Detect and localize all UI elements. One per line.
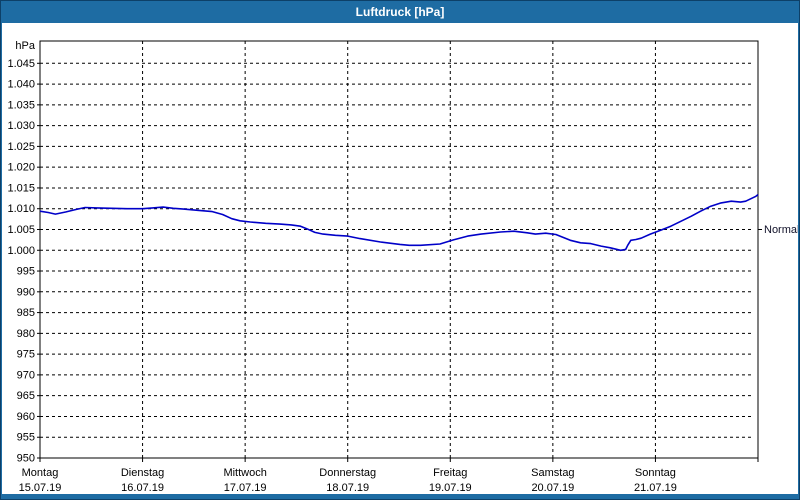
y-axis-unit-label: hPa <box>15 40 35 52</box>
x-day-label: Dienstag <box>121 467 164 479</box>
y-tick-label: 1.000 <box>7 245 35 257</box>
y-tick-label: 1.015 <box>7 182 35 194</box>
y-tick-label: 985 <box>17 307 35 319</box>
x-day-label: Freitag <box>433 467 467 479</box>
y-tick-label: 950 <box>17 453 35 465</box>
y-tick-label: 975 <box>17 349 35 361</box>
y-tick-label: 1.020 <box>7 162 35 174</box>
x-day-label: Samstag <box>531 467 574 479</box>
y-tick-label: 1.040 <box>7 79 35 91</box>
y-tick-label: 1.005 <box>7 224 35 236</box>
x-day-label: Sonntag <box>635 467 676 479</box>
chart-area: hPa 1.045 1.040 1.035 1.030 1.025 1.020 1.015 1.… <box>2 23 798 494</box>
pressure-chart: hPa 1.045 1.040 1.035 1.030 1.025 1.020 1.015 1.… <box>7 40 798 494</box>
x-date-label: 16.07.19 <box>121 482 164 494</box>
x-date-label: 15.07.19 <box>19 482 62 494</box>
y-tick-label: 980 <box>17 328 35 340</box>
normal-marker-label: Normal <box>764 224 798 236</box>
x-date-label: 18.07.19 <box>326 482 369 494</box>
y-tick-label: 970 <box>17 369 35 381</box>
y-tick-label: 965 <box>17 390 35 402</box>
x-date-label: 21.07.19 <box>634 482 677 494</box>
y-tick-label: 1.010 <box>7 203 35 215</box>
x-day-label: Montag <box>22 467 59 479</box>
y-tick-label: 960 <box>17 411 35 423</box>
pressure-series-line <box>39 193 759 252</box>
y-tick-label: 1.045 <box>7 58 35 70</box>
y-tick-label: 955 <box>17 432 35 444</box>
titlebar: Luftdruck [hPa] <box>1 1 799 23</box>
y-tick-label: 1.030 <box>7 120 35 132</box>
x-date-label: 17.07.19 <box>224 482 267 494</box>
y-tick-label: 1.025 <box>7 141 35 153</box>
y-tick-label: 995 <box>17 266 35 278</box>
window-title: Luftdruck [hPa] <box>355 5 445 19</box>
plot-frame <box>39 40 759 459</box>
y-tick-label: 990 <box>17 286 35 298</box>
x-day-label: Mittwoch <box>223 467 266 479</box>
x-day-label: Donnerstag <box>319 467 376 479</box>
x-date-label: 20.07.19 <box>531 482 574 494</box>
x-date-label: 19.07.19 <box>429 482 472 494</box>
y-tick-label: 1.035 <box>7 99 35 111</box>
